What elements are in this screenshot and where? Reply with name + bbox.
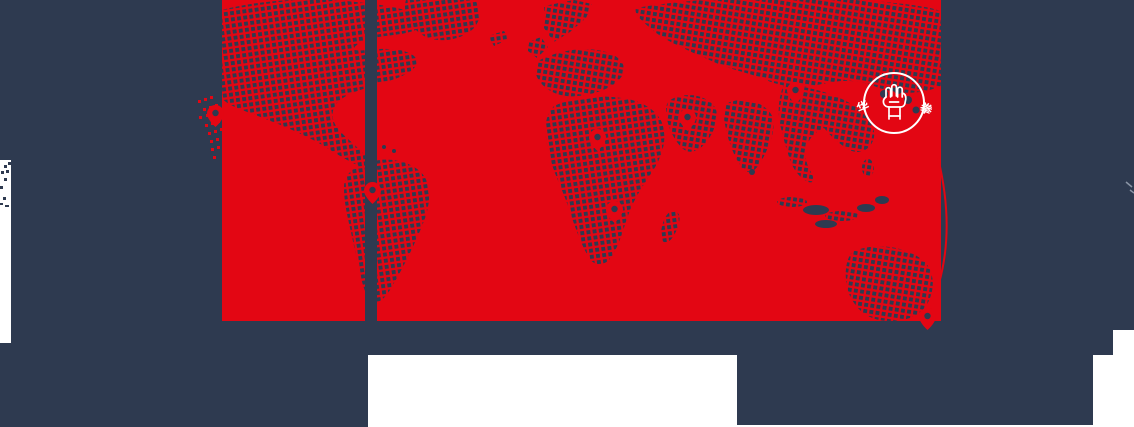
- pin-central-africa[interactable]: [605, 201, 623, 223]
- raised-fist-icon: [882, 83, 907, 120]
- pin-east-asia[interactable]: [786, 82, 804, 104]
- pin-south-america[interactable]: [363, 182, 381, 204]
- pin-oceania[interactable]: [918, 308, 936, 330]
- pin-middle-east[interactable]: [678, 109, 696, 131]
- pin-north-africa[interactable]: [588, 129, 606, 151]
- panel-divider-stripe: [365, 0, 377, 321]
- continents-group: [222, 0, 941, 321]
- page-right-margin: [1093, 355, 1134, 427]
- dotted-world-map: [222, 0, 941, 321]
- content-column-underline: [737, 425, 1093, 427]
- content-column-white: [368, 355, 737, 427]
- pin-north-america[interactable]: [206, 105, 224, 127]
- page-right-corner: [1113, 330, 1134, 355]
- page-left-margin: [0, 160, 11, 343]
- logo-seal: 华 拳: [855, 72, 934, 134]
